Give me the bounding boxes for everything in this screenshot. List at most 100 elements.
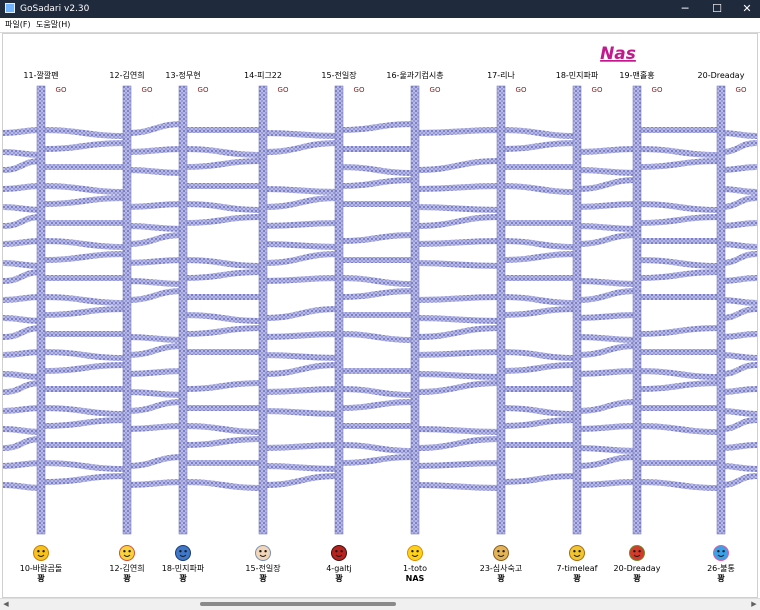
ladder-rung — [262, 186, 340, 195]
menu-file[interactable]: 파일(F) — [5, 20, 31, 29]
ladder-rail[interactable] — [178, 85, 188, 535]
scroll-right-icon[interactable]: ▶ — [751, 600, 757, 608]
ladder-rung — [500, 362, 578, 374]
ladder-rung — [414, 238, 502, 247]
ladder-rung — [576, 445, 638, 454]
ladder-rung — [720, 473, 757, 488]
top-player-label[interactable]: 13-정무현 — [165, 70, 200, 80]
ladder-rung — [636, 423, 722, 435]
result-label: 꽝 — [259, 573, 267, 583]
ladder-rung — [576, 334, 638, 343]
ladder-rung — [720, 251, 757, 266]
ladder-rail[interactable] — [572, 85, 582, 535]
ladder-rung — [182, 479, 264, 491]
ladder-rail[interactable] — [632, 85, 642, 535]
ladder-rail[interactable] — [334, 85, 344, 535]
horizontal-scrollbar[interactable]: ◀ ▶ — [0, 598, 760, 610]
cartoon-bear-icon — [569, 545, 585, 561]
top-player-label[interactable]: 20-Dreaday — [698, 71, 745, 80]
top-player-label[interactable]: 16-울과기컴시총 — [386, 71, 443, 80]
go-button[interactable]: GO — [198, 86, 209, 94]
ladder-rung — [3, 260, 42, 269]
go-button[interactable]: GO — [430, 86, 441, 94]
ladder-rung — [182, 214, 264, 226]
ladder-rung — [636, 269, 722, 281]
ladder-rung — [262, 408, 340, 417]
scrollbar-thumb[interactable] — [200, 602, 396, 606]
top-player-label[interactable]: 12-김연희 — [109, 70, 144, 80]
ladder-rung — [500, 473, 578, 485]
ladder-rung — [3, 269, 42, 284]
maximize-button[interactable]: ☐ — [712, 2, 722, 15]
go-button[interactable]: GO — [56, 86, 67, 94]
scroll-left-icon[interactable]: ◀ — [3, 600, 9, 608]
go-button[interactable]: GO — [516, 86, 527, 94]
ladder-rung — [40, 238, 128, 250]
ladder-rung — [636, 325, 722, 337]
bottom-player-label: 10-바람곰돌 — [20, 563, 63, 573]
ladder-board: Nas11-깔깔펜GO10-바람곰돌꽝12-김연희GO12-김연희꽝13-정무현… — [3, 44, 757, 583]
ladder-rung — [576, 288, 638, 303]
ladder-rung — [576, 479, 638, 488]
ladder-rung — [3, 294, 42, 303]
ladder-rung — [3, 204, 42, 213]
top-player-label[interactable]: 19-맨홀홍 — [619, 70, 654, 80]
top-player-label[interactable]: 17-리나 — [487, 71, 515, 80]
ladder-rail[interactable] — [410, 85, 420, 535]
ladder-rung — [262, 442, 340, 451]
ladder-rung — [262, 275, 340, 284]
ladder-rung — [182, 158, 264, 170]
ladder-rail[interactable] — [716, 85, 726, 535]
ladder-rung — [338, 232, 416, 244]
go-button[interactable]: GO — [652, 86, 663, 94]
ladder-rung — [414, 127, 502, 136]
close-button[interactable]: ✕ — [742, 2, 752, 15]
go-button[interactable]: GO — [142, 86, 153, 94]
top-player-label[interactable]: 14-피그22 — [244, 71, 282, 80]
ladder-rail[interactable] — [258, 85, 268, 535]
result-label: 꽝 — [179, 573, 187, 583]
ladder-rung — [182, 269, 264, 281]
ladder-rung — [182, 380, 264, 392]
go-button[interactable]: GO — [736, 86, 747, 94]
ladder-rung — [3, 315, 42, 324]
burger-face-icon — [629, 545, 645, 561]
minimize-button[interactable]: ─ — [681, 2, 689, 15]
top-player-label[interactable]: 11-깔깔펜 — [23, 71, 58, 80]
ladder-rung — [126, 368, 184, 377]
ladder-rung — [414, 158, 502, 173]
bottom-player-label: 18-민지파파 — [162, 563, 205, 573]
top-player-label[interactable]: 15-전일장 — [321, 70, 357, 80]
ladder-rung — [500, 405, 578, 417]
go-button[interactable]: GO — [278, 86, 289, 94]
ladder-rung — [126, 334, 184, 343]
ladder-rung — [40, 306, 128, 318]
result-label: NAS — [406, 574, 425, 583]
ladder-rung — [414, 371, 502, 380]
ladder-rail[interactable] — [122, 85, 132, 535]
top-player-label[interactable]: 18-민지파파 — [556, 70, 599, 80]
ladder-rung — [720, 275, 757, 284]
menu-help[interactable]: 도움말(H) — [36, 20, 71, 29]
ladder-rung — [720, 164, 757, 173]
ladder-rail[interactable] — [36, 85, 46, 535]
ladder-rung — [720, 463, 757, 472]
ladder-rung — [3, 238, 42, 247]
ladder-rung — [126, 201, 184, 210]
ladder-rung — [338, 275, 416, 287]
gold-trophy-icon — [493, 545, 509, 561]
ladder-rung — [636, 368, 722, 380]
ladder-rung — [40, 251, 128, 263]
ladder-rung — [40, 349, 128, 361]
ladder-app-icon — [5, 3, 15, 13]
ladder-rung — [262, 331, 340, 340]
go-button[interactable]: GO — [354, 86, 365, 94]
ladder-rung — [40, 473, 128, 485]
ladder-rung — [720, 241, 757, 250]
ladder-rung — [636, 380, 722, 392]
ladder-rung — [720, 386, 757, 395]
ladder-rung — [338, 454, 416, 466]
ladder-rail[interactable] — [496, 85, 506, 535]
laughing-face-icon — [119, 545, 135, 561]
go-button[interactable]: GO — [592, 86, 603, 94]
